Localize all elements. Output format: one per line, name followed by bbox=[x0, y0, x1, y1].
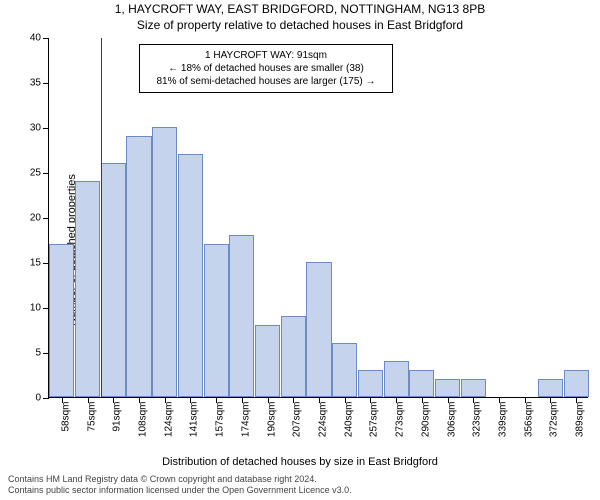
x-tick-label: 372sqm bbox=[549, 402, 560, 438]
y-tick bbox=[43, 83, 49, 84]
x-tick-label: 339sqm bbox=[498, 402, 509, 438]
histogram-bar bbox=[204, 244, 229, 397]
histogram-bar bbox=[229, 235, 254, 397]
x-tick-label: 124sqm bbox=[163, 402, 174, 438]
histogram-bar bbox=[255, 325, 280, 397]
chart-container: 1, HAYCROFT WAY, EAST BRIDGFORD, NOTTING… bbox=[0, 0, 600, 500]
x-tick-label: 240sqm bbox=[343, 402, 354, 438]
y-tick-label: 5 bbox=[13, 348, 41, 359]
histogram-bar bbox=[75, 181, 100, 397]
x-tick-label: 389sqm bbox=[575, 402, 586, 438]
x-tick-label: 273sqm bbox=[395, 402, 406, 438]
histogram-bar bbox=[409, 370, 434, 397]
annotation-box: 1 HAYCROFT WAY: 91sqm ← 18% of detached … bbox=[139, 44, 393, 93]
histogram-bar bbox=[178, 154, 203, 397]
y-tick-label: 20 bbox=[13, 213, 41, 224]
histogram-bar bbox=[435, 379, 460, 397]
y-tick bbox=[43, 218, 49, 219]
y-tick-label: 35 bbox=[13, 78, 41, 89]
histogram-bar bbox=[358, 370, 383, 397]
histogram-bar bbox=[126, 136, 151, 397]
x-tick-label: 207sqm bbox=[292, 402, 303, 438]
footer-line2: Contains public sector information licen… bbox=[8, 485, 352, 496]
x-tick-label: 108sqm bbox=[138, 402, 149, 438]
x-tick-label: 323sqm bbox=[472, 402, 483, 438]
histogram-bar bbox=[306, 262, 331, 397]
y-tick bbox=[43, 263, 49, 264]
histogram-bar bbox=[538, 379, 563, 397]
annotation-line2: ← 18% of detached houses are smaller (38… bbox=[148, 62, 384, 75]
y-tick-label: 15 bbox=[13, 258, 41, 269]
y-tick-label: 10 bbox=[13, 303, 41, 314]
histogram-bar bbox=[384, 361, 409, 397]
y-tick-label: 0 bbox=[13, 393, 41, 404]
y-tick bbox=[43, 308, 49, 309]
histogram-bar bbox=[101, 163, 126, 397]
footer-line1: Contains HM Land Registry data © Crown c… bbox=[8, 474, 352, 485]
x-tick-label: 157sqm bbox=[215, 402, 226, 438]
histogram-bar bbox=[281, 316, 306, 397]
y-tick-label: 30 bbox=[13, 123, 41, 134]
histogram-bar bbox=[332, 343, 357, 397]
annotation-line3: 81% of semi-detached houses are larger (… bbox=[148, 75, 384, 88]
chart-title-sub: Size of property relative to detached ho… bbox=[0, 18, 600, 32]
annotation-line1: 1 HAYCROFT WAY: 91sqm bbox=[148, 49, 384, 62]
x-tick-label: 91sqm bbox=[112, 402, 123, 432]
x-tick-label: 290sqm bbox=[420, 402, 431, 438]
marker-line bbox=[101, 38, 102, 397]
y-tick-label: 40 bbox=[13, 33, 41, 44]
chart-title-main: 1, HAYCROFT WAY, EAST BRIDGFORD, NOTTING… bbox=[0, 2, 600, 16]
x-tick-label: 356sqm bbox=[523, 402, 534, 438]
x-tick-label: 257sqm bbox=[369, 402, 380, 438]
histogram-bar bbox=[49, 244, 74, 397]
y-tick bbox=[43, 353, 49, 354]
y-tick-label: 25 bbox=[13, 168, 41, 179]
x-tick-label: 58sqm bbox=[60, 402, 71, 432]
histogram-bar bbox=[152, 127, 177, 397]
y-tick bbox=[43, 398, 49, 399]
plot-area: 1 HAYCROFT WAY: 91sqm ← 18% of detached … bbox=[48, 38, 588, 398]
histogram-bar bbox=[461, 379, 486, 397]
y-tick bbox=[43, 38, 49, 39]
x-tick-label: 141sqm bbox=[189, 402, 200, 438]
x-tick-label: 306sqm bbox=[446, 402, 457, 438]
x-tick-label: 75sqm bbox=[86, 402, 97, 432]
y-tick bbox=[43, 173, 49, 174]
footer-note: Contains HM Land Registry data © Crown c… bbox=[8, 474, 352, 496]
y-tick bbox=[43, 128, 49, 129]
x-axis-label: Distribution of detached houses by size … bbox=[0, 456, 600, 468]
x-tick-label: 190sqm bbox=[266, 402, 277, 438]
x-tick-label: 174sqm bbox=[240, 402, 251, 438]
x-tick-label: 224sqm bbox=[318, 402, 329, 438]
histogram-bar bbox=[564, 370, 589, 397]
